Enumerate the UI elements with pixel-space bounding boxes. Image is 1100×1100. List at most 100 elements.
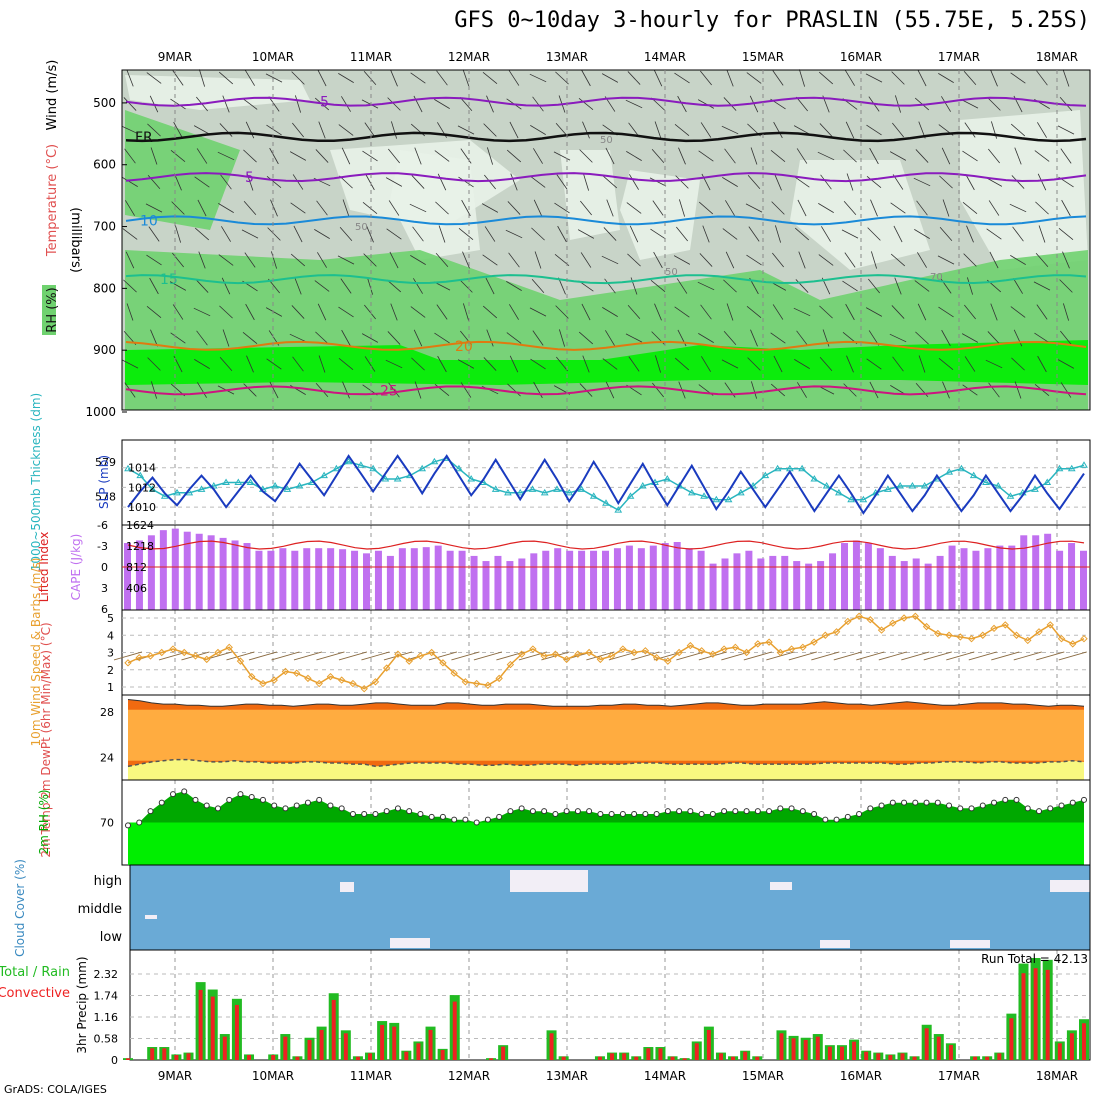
thickness-point <box>675 481 684 489</box>
precip-conv-bar <box>440 1049 445 1060</box>
thickness-point <box>589 492 598 499</box>
wind-barb <box>580 252 592 268</box>
precip-conv-bar <box>852 1041 857 1060</box>
thickness-point <box>1080 461 1088 468</box>
wind-barb <box>1062 69 1070 87</box>
thickness-point <box>700 492 708 499</box>
wind-barb <box>866 124 882 136</box>
thickness-point <box>124 464 132 472</box>
rh2m-point <box>597 811 604 817</box>
wind-barb <box>843 383 857 397</box>
wind-barb <box>292 356 304 372</box>
wind-barb <box>582 121 590 139</box>
wind-barb <box>294 277 302 295</box>
date-label-bottom: 14MAR <box>644 1069 686 1083</box>
wind-barb <box>222 95 230 113</box>
rh2m-point <box>766 808 773 815</box>
rh2m-point <box>304 799 311 806</box>
cape-bar <box>542 550 550 610</box>
thickness-point <box>884 485 892 492</box>
wind-barb <box>722 177 738 187</box>
rh2m-point <box>1069 799 1076 806</box>
wind-point <box>416 652 425 660</box>
wind-barb <box>1013 278 1023 294</box>
wind-barb <box>796 330 808 346</box>
wind-barb <box>245 121 255 139</box>
cloud-level-label: middle <box>78 902 122 917</box>
wind-point <box>292 669 301 677</box>
wind-barb-10m <box>316 651 345 661</box>
precip-conv-bar <box>779 1033 784 1060</box>
wind-barb <box>795 279 809 293</box>
precip-conv-bar <box>186 1053 191 1060</box>
wind-barb <box>386 228 402 240</box>
cloud-ylabel: Cloud Cover (%) <box>13 859 27 957</box>
wind-barb <box>723 279 737 293</box>
wind-barb <box>457 359 475 369</box>
wind-barb <box>579 383 593 397</box>
rh2m-point <box>867 805 874 812</box>
precip-conv-bar <box>888 1054 893 1060</box>
wind-barb <box>318 355 326 373</box>
wind-barb <box>149 277 159 295</box>
precip-conv-bar <box>1033 968 1038 1060</box>
wind-barb <box>198 69 206 87</box>
cape-bar <box>351 550 359 610</box>
rh2m-point <box>1058 802 1065 809</box>
rh2m-point <box>338 805 345 812</box>
cape-bar <box>900 561 908 610</box>
wind-barb <box>483 357 497 371</box>
isotherm-label: 25 <box>380 383 398 399</box>
wind-barb <box>341 329 351 347</box>
thickness-point <box>663 475 672 482</box>
wind-barb <box>819 356 833 372</box>
wind-barb <box>337 255 355 265</box>
wind-barb <box>147 357 161 371</box>
wind-point <box>607 652 616 660</box>
wind-barb <box>819 123 833 137</box>
rh2m-point <box>237 791 244 798</box>
wind-barb <box>529 73 547 83</box>
cape-bar <box>291 550 299 610</box>
cape-bar <box>912 558 920 610</box>
rh2m-point <box>743 808 750 815</box>
cape-bar <box>1008 545 1016 610</box>
thickness-point <box>994 481 1003 489</box>
wind-barb <box>461 199 471 217</box>
wind-barb-10m <box>473 651 503 661</box>
wind-barb <box>962 384 978 396</box>
cape-bar <box>709 563 717 610</box>
wind-point <box>832 628 841 636</box>
wind-barb <box>413 278 423 294</box>
wind-barb <box>820 174 832 190</box>
wind-barb <box>265 73 283 83</box>
date-label-bottom: 16MAR <box>840 1069 882 1083</box>
wind-barb <box>510 173 518 191</box>
rh-contour-label: 50 <box>600 135 613 146</box>
thickness-point <box>1031 485 1039 492</box>
wind-point <box>596 655 605 664</box>
rh2m-point <box>586 808 593 815</box>
wind-barb <box>533 381 543 399</box>
wind-barb <box>389 251 399 269</box>
precip-conv-bar <box>948 1044 953 1060</box>
wind-barb <box>772 304 784 320</box>
cape-bar <box>757 558 765 610</box>
wind-barb <box>220 174 232 190</box>
wind-barb <box>917 303 927 321</box>
thickness-point <box>418 464 427 472</box>
rh2m-point <box>934 799 941 806</box>
wind-barb <box>557 225 567 243</box>
wind-barb <box>725 251 735 269</box>
wind-barb <box>889 333 907 343</box>
dewpt-line <box>127 758 1085 768</box>
wind-barb <box>459 96 473 112</box>
rh2m-point <box>1002 796 1009 803</box>
wind-barb <box>699 253 713 267</box>
wind-barb <box>341 96 351 112</box>
wind-barb <box>506 332 522 344</box>
rh2m-point <box>451 816 458 823</box>
wind-barb <box>390 121 398 139</box>
wind-barb <box>366 277 374 295</box>
wind-barb <box>1037 122 1047 138</box>
